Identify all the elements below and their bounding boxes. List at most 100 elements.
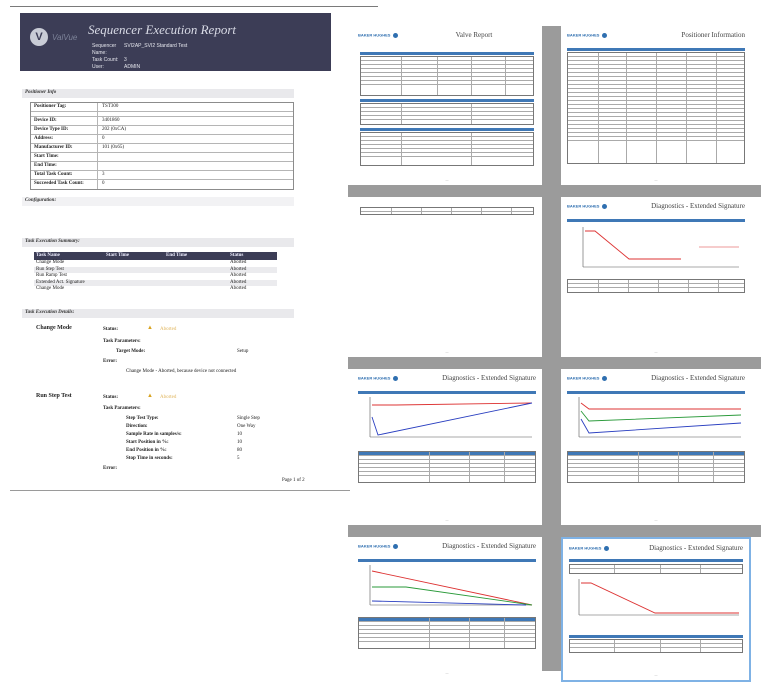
cell: Aborted (230, 279, 247, 285)
table-row: End Time: (31, 162, 293, 171)
data-table (567, 52, 745, 164)
data-table (360, 132, 534, 166)
page-footer: — (445, 178, 449, 182)
brand-logo-icon (393, 33, 399, 38)
row-label: Positioner Tag: (31, 103, 98, 111)
thumbnail-gutter (542, 26, 561, 671)
param-label: Target Mode: (116, 349, 146, 354)
valvue-logo-icon: V (30, 28, 48, 46)
param-value: One Way (237, 424, 256, 429)
brand-logo: BAKER HUGHES (358, 375, 399, 381)
cell: Extended Act. Signature (36, 279, 85, 285)
section-bar (567, 219, 745, 222)
brand-text: BAKER HUGHES (569, 545, 602, 551)
task-params-label: Task Parameters: (103, 406, 141, 411)
thumbnail-page-3[interactable]: — (352, 197, 542, 357)
row-separator (348, 357, 761, 369)
bottom-rule (10, 490, 350, 491)
page-footer: — (445, 518, 449, 522)
brand-text: BAKER HUGHES (358, 375, 391, 381)
brand-text: BAKER HUGHES (358, 543, 391, 549)
thumbnail-title: Diagnostics - Extended Signature (651, 374, 745, 382)
thumbnail-title: Valve Report (455, 31, 493, 39)
report-meta: Sequencer Name: SVI2AP_SVI2 Standard Test… (92, 43, 187, 71)
row-label: Succeeded Task Count: (31, 180, 98, 189)
row-separator (348, 525, 761, 537)
signature-chart (582, 227, 739, 268)
col-header: Task Name (36, 253, 60, 258)
logo-text: ValVue (52, 33, 78, 42)
brand-logo-icon (602, 33, 608, 38)
warning-icon: ▲ (147, 393, 153, 399)
report-page: V ValVue Sequencer Execution Report Sequ… (0, 0, 378, 493)
positioner-table: Positioner Tag: TST300 Device ID: 3401860 … (30, 102, 294, 190)
meta-label: Task Count: (92, 57, 119, 63)
signature-chart (369, 565, 533, 606)
task-summary-table: Task Name Start Time End Time Status Cha… (34, 252, 277, 293)
meta-value: SVI2AP_SVI2 Standard Test (124, 43, 188, 49)
thumbnail-page-8[interactable]: BAKER HUGHES Diagnostics - Extended Sign… (561, 537, 751, 682)
thumbnail-page-5[interactable]: BAKER HUGHES Diagnostics - Extended Sign… (352, 369, 542, 525)
data-table (567, 451, 745, 483)
table-row: Device ID: 3401860 (31, 117, 293, 126)
brand-logo-icon (602, 376, 608, 381)
row-value: 101 (0x65) (102, 145, 125, 150)
signature-chart (578, 397, 742, 438)
section-bar (358, 559, 536, 562)
section-bar (569, 559, 743, 562)
table-row-spacer (31, 112, 293, 117)
task-name: Run Step Test (36, 393, 72, 399)
data-table (360, 56, 534, 96)
section-bar (360, 52, 534, 55)
row-label: End Time: (31, 162, 98, 170)
meta-value: 3 (124, 57, 127, 63)
data-table (360, 207, 534, 215)
thumbnail-title: Diagnostics - Extended Signature (442, 542, 536, 550)
section-task-summary: Task Execution Summary: (22, 238, 294, 247)
status-label: Status: (103, 395, 119, 400)
thumbnail-page-6[interactable]: BAKER HUGHES Diagnostics - Extended Sign… (561, 369, 751, 525)
brand-logo-icon (602, 204, 608, 209)
brand-logo-icon (393, 376, 399, 381)
page-number: Page 1 of 2 (282, 478, 305, 483)
page-footer: — (654, 178, 658, 182)
row-value: 0 (102, 136, 105, 141)
thumbnail-title: Diagnostics - Extended Signature (651, 202, 745, 210)
thumbnail-page-4[interactable]: BAKER HUGHES Diagnostics - Extended Sign… (561, 197, 751, 357)
cell: Change Mode (36, 286, 65, 291)
col-header: Status (230, 253, 244, 258)
brand-text: BAKER HUGHES (567, 32, 600, 38)
meta-label: Sequencer Name: (92, 43, 117, 56)
thumbnail-title: Positioner Information (681, 31, 745, 39)
section-task-details: Task Execution Details: (22, 309, 294, 318)
meta-value: ADMIN (124, 64, 141, 70)
section-positioner-info: Positioner Info (22, 89, 294, 98)
thumbnail-title: Diagnostics - Extended Signature (649, 544, 743, 552)
param-label: Direction: (126, 424, 148, 429)
report-header: V ValVue Sequencer Execution Report Sequ… (20, 13, 331, 71)
thumbnail-page-1[interactable]: BAKER HUGHES Valve Report — (352, 26, 542, 185)
section-bar (358, 391, 536, 394)
row-value (98, 162, 102, 170)
cell: Aborted (230, 273, 247, 278)
error-label: Error: (103, 359, 118, 364)
col-header: Start Time (106, 253, 130, 258)
row-label: Total Task Count: (31, 171, 98, 179)
table-row: Manufacturer ID: 101 (0x65) (31, 144, 293, 153)
thumbnail-page-2[interactable]: BAKER HUGHES Positioner Information — (561, 26, 751, 185)
thumbnail-page-7[interactable]: BAKER HUGHES Diagnostics - Extended Sign… (352, 537, 542, 678)
brand-logo: BAKER HUGHES (567, 376, 608, 381)
cell: Aborted (230, 286, 247, 291)
param-value: 10 (237, 432, 242, 437)
thumbnail-title: Diagnostics - Extended Signature (442, 374, 536, 382)
brand-logo: BAKER HUGHES (358, 543, 399, 549)
table-row: Succeeded Task Count: 0 (31, 180, 293, 189)
brand-logo-icon (393, 544, 399, 549)
cell: Change Mode (36, 260, 65, 265)
param-label: Stop Time in seconds: (126, 456, 173, 461)
param-label: Sample Rate in samples/s: (126, 432, 182, 437)
param-label: Step Test Type: (126, 416, 159, 421)
cell: Run Step Test (36, 266, 64, 272)
row-value: 3 (102, 172, 105, 177)
top-rule (10, 6, 378, 7)
